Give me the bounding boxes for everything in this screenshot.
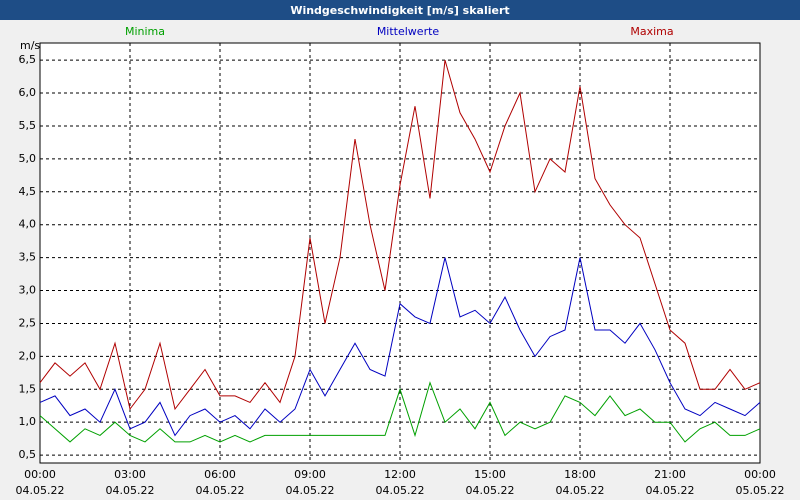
x-tick-label: 03:00 <box>114 468 146 481</box>
x-tick-label: 18:00 <box>564 468 596 481</box>
x-tick-date: 04.05.22 <box>286 484 335 497</box>
legend-label: Maxima <box>630 25 673 38</box>
x-tick-date: 04.05.22 <box>196 484 245 497</box>
title-bar <box>0 0 800 20</box>
y-tick-label: 4,5 <box>19 185 37 198</box>
y-tick-label: 4,0 <box>19 218 37 231</box>
x-tick-date: 04.05.22 <box>646 484 695 497</box>
legend-label: Mittelwerte <box>377 25 440 38</box>
series-line <box>39 257 761 437</box>
x-tick-label: 00:00 <box>744 468 776 481</box>
chart-title: Windgeschwindigkeit [m/s] skaliert <box>290 4 509 17</box>
x-tick-label: 12:00 <box>384 468 416 481</box>
x-tick-label: 15:00 <box>474 468 506 481</box>
series-line <box>39 59 761 411</box>
x-tick-date: 04.05.22 <box>466 484 515 497</box>
x-tick-label: 06:00 <box>204 468 236 481</box>
x-tick-date: 04.05.22 <box>16 484 65 497</box>
y-axis-unit: m/s <box>20 39 40 52</box>
y-tick-label: 2,5 <box>19 316 37 329</box>
x-tick-label: 09:00 <box>294 468 326 481</box>
legend-label: Minima <box>125 25 165 38</box>
y-tick-label: 2,0 <box>19 349 37 362</box>
x-tick-date: 04.05.22 <box>106 484 155 497</box>
series-line <box>39 381 761 443</box>
x-tick-label: 00:00 <box>24 468 56 481</box>
y-tick-label: 3,0 <box>19 284 37 297</box>
y-tick-label: 3,5 <box>19 251 37 264</box>
x-tick-date: 04.05.22 <box>556 484 605 497</box>
y-tick-label: 5,0 <box>19 152 37 165</box>
y-tick-label: 6,0 <box>19 86 37 99</box>
y-tick-label: 5,5 <box>19 119 37 132</box>
x-tick-date: 05.05.22 <box>736 484 785 497</box>
y-tick-label: 1,0 <box>19 415 37 428</box>
y-tick-label: 1,5 <box>19 382 37 395</box>
x-tick-label: 21:00 <box>654 468 686 481</box>
y-tick-label: 6,5 <box>19 53 37 66</box>
y-tick-label: 0,5 <box>19 448 37 461</box>
x-tick-date: 04.05.22 <box>376 484 425 497</box>
